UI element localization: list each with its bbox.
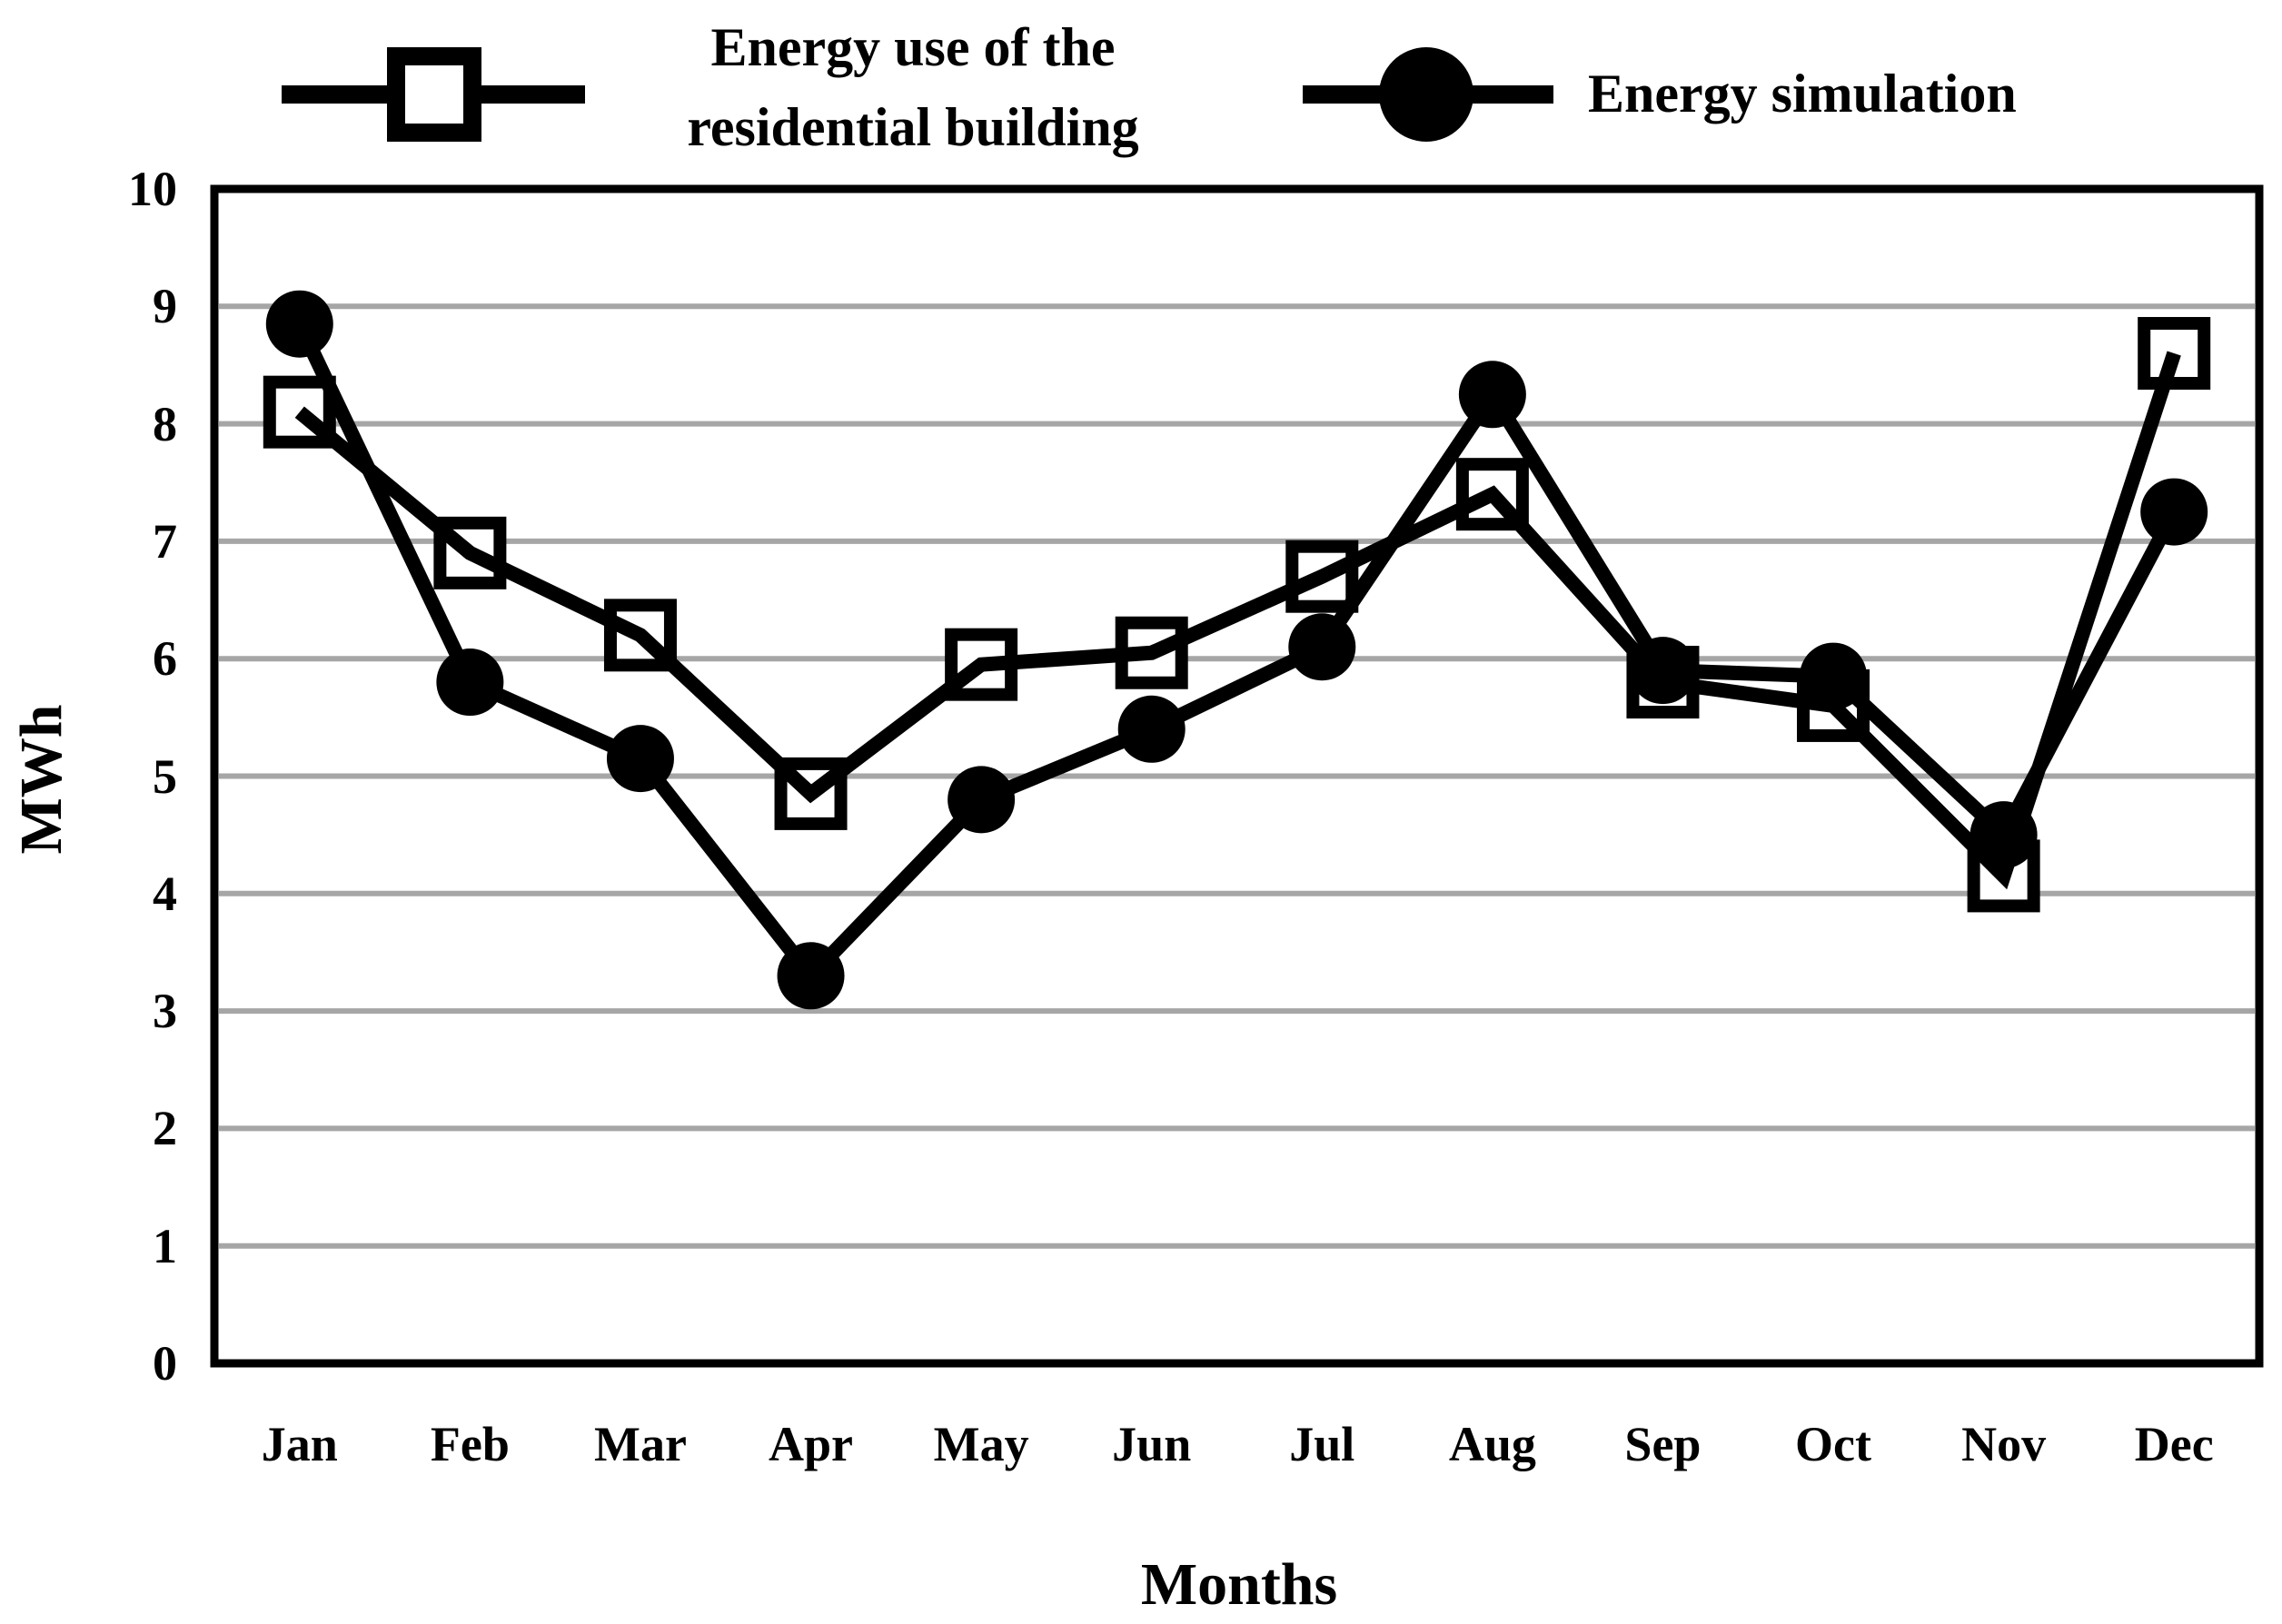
circle-marker (436, 649, 504, 717)
x-tick-label: Apr (769, 1417, 854, 1471)
circle-marker (2140, 478, 2208, 546)
y-tick-label: 6 (153, 631, 177, 687)
x-axis-title: Months (1140, 1551, 1338, 1618)
series-line-energy-use (294, 351, 2181, 890)
x-tick-label: May (933, 1417, 1029, 1471)
circle-marker (265, 290, 333, 358)
y-tick-label: 5 (153, 748, 177, 804)
y-tick-label: 0 (153, 1336, 177, 1391)
y-tick-label: 9 (153, 279, 177, 334)
x-tick-label: Dec (2134, 1417, 2214, 1471)
x-tick-label: Jan (261, 1417, 338, 1471)
x-tick-label: Feb (430, 1417, 510, 1471)
y-tick-label: 1 (153, 1218, 177, 1273)
y-tick-label: 8 (153, 396, 177, 451)
circle-marker (948, 766, 1016, 834)
circle-marker (1117, 695, 1186, 763)
circle-marker (1288, 613, 1356, 681)
circle-marker (1629, 637, 1697, 705)
circle-marker (1458, 361, 1526, 429)
x-tick-label: Jun (1112, 1417, 1192, 1471)
x-tick-label: Oct (1795, 1417, 1871, 1471)
legend-label-energy-use: Energy use of the residential building (687, 17, 1139, 157)
circle-marker (777, 942, 845, 1010)
circle-marker (1800, 642, 1868, 710)
x-tick-label: Nov (1961, 1417, 2047, 1471)
y-tick-label: 4 (153, 866, 177, 921)
circle-marker (1969, 801, 2038, 869)
y-tick-label: 2 (153, 1101, 177, 1156)
y-tick-label: 7 (153, 513, 177, 569)
circle-marker (606, 725, 674, 793)
square-marker (1285, 540, 1359, 613)
y-tick-label: 3 (153, 984, 177, 1039)
x-tick-label: Aug (1448, 1417, 1536, 1471)
plot-border (210, 184, 2264, 1368)
x-tick-label: Jul (1289, 1417, 1355, 1471)
y-tick-label: 10 (128, 162, 177, 216)
legend-label-energy-simulation: Energy simulation (1588, 64, 2017, 124)
x-tick-label: Mar (593, 1417, 687, 1471)
legend-open-square-icon (387, 47, 481, 142)
legend-filled-circle-icon (1379, 47, 1473, 142)
x-tick-label: Sep (1624, 1417, 1702, 1471)
